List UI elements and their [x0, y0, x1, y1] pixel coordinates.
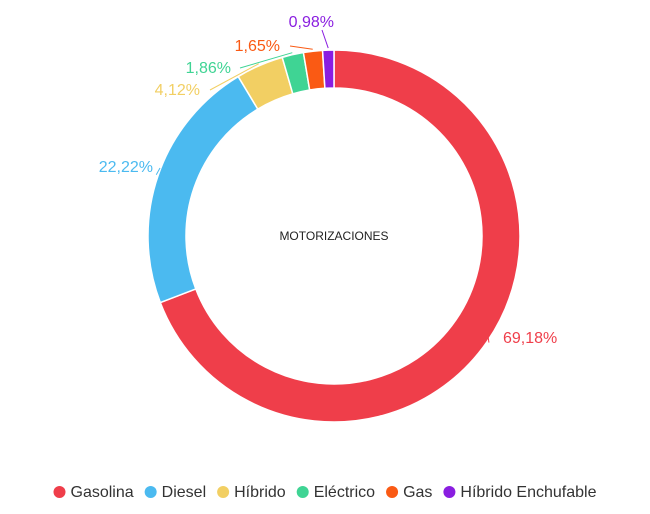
- slice-label-electrico: 1,86%: [186, 60, 231, 77]
- legend-label-gasolina: Gasolina: [71, 484, 134, 501]
- leader-hibrido-enchufable: [321, 29, 329, 49]
- legend-marker-hibrido-enchufable: [443, 486, 456, 498]
- slice-label-gas: 1,65%: [235, 38, 280, 55]
- donut-slices: [147, 49, 521, 423]
- slice-hibrido-enchufable: [321, 49, 335, 90]
- leader-diesel: [155, 167, 161, 175]
- legend-label-hibrido-enchufable: Híbrido Enchufable: [460, 484, 596, 501]
- legend: Gasolina Diesel Híbrido Eléctrico Gas Híbrido…: [53, 484, 597, 501]
- legend-item-hibrido[interactable]: Híbrido: [217, 484, 286, 501]
- leader-gas: [289, 45, 313, 50]
- slice-labels: 69,18% 22,22% 4,12% 1,86%1,65% 0,98%: [99, 14, 558, 347]
- legend-item-gas[interactable]: Gas: [386, 484, 432, 501]
- slice-label-hibrido: 4,12%: [155, 82, 200, 99]
- legend-label-gas: Gas: [403, 484, 432, 501]
- leader-hibrido: [209, 63, 260, 91]
- leader-gasolina: [487, 335, 490, 343]
- legend-label-diesel: Diesel: [162, 484, 206, 501]
- legend-marker-diesel: [144, 486, 157, 498]
- center-label: MOTORIZACIONES: [279, 229, 388, 243]
- slice-label-hibrido-enchufable: 0,98%: [289, 14, 334, 31]
- legend-marker-gasolina: [53, 486, 66, 498]
- slice-label-gasolina: 69,18%: [503, 330, 557, 347]
- legend-marker-electrico: [296, 486, 309, 498]
- slice-gasolina: [159, 49, 521, 423]
- slice-label-diesel: 22,22%: [99, 159, 153, 176]
- legend-item-hibrido-enchufable[interactable]: Híbrido Enchufable: [443, 484, 597, 501]
- slice-diesel: [147, 75, 259, 304]
- label-leaders: [155, 29, 490, 343]
- legend-item-gasolina[interactable]: Gasolina: [53, 484, 134, 501]
- leader-electrico: [239, 52, 293, 69]
- legend-marker-hibrido: [217, 486, 230, 498]
- legend-item-electrico[interactable]: Eléctrico: [296, 484, 375, 501]
- legend-label-electrico: Eléctrico: [314, 484, 375, 501]
- legend-item-diesel[interactable]: Diesel: [144, 484, 206, 501]
- legend-marker-gas: [386, 486, 399, 498]
- legend-label-hibrido: Híbrido: [234, 484, 286, 501]
